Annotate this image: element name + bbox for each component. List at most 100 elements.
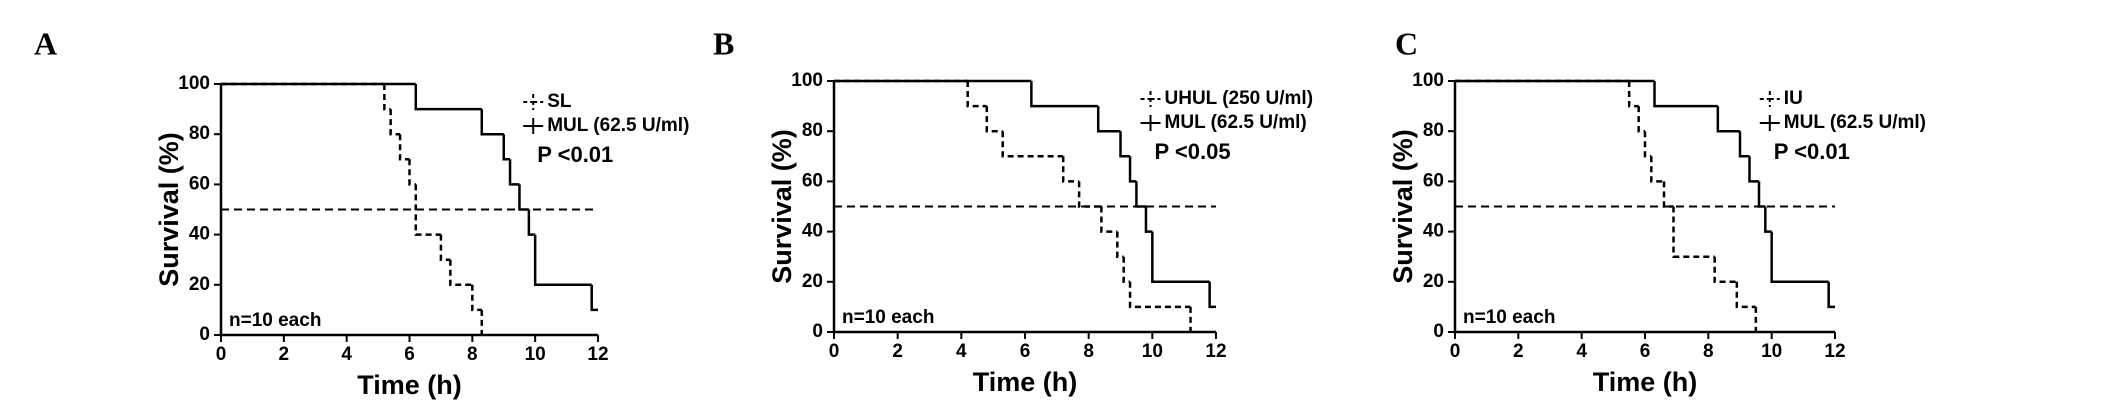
p-value: P <0.01 — [1774, 139, 1850, 164]
survival-step — [966, 81, 987, 108]
survival-step — [383, 84, 391, 111]
survival-step — [590, 284, 598, 312]
x-tick-label: 10 — [525, 344, 546, 365]
survival-step — [1001, 131, 1064, 158]
x-tick-label: 10 — [1761, 341, 1782, 362]
sample-note: n=10 each — [842, 307, 934, 328]
survival-step — [1128, 281, 1191, 309]
survival-step — [480, 109, 504, 136]
legend-label: MUL (62.5 U/ml) — [1784, 112, 1926, 133]
x-tick-label: 0 — [829, 341, 840, 362]
y-tick-label: 60 — [802, 170, 823, 191]
y-tick-label: 80 — [1423, 120, 1444, 141]
survival-step — [1653, 81, 1718, 108]
survival-step — [1077, 181, 1102, 208]
survival-step — [1128, 156, 1137, 183]
y-tick-label: 60 — [1423, 170, 1444, 191]
survival-step — [398, 134, 410, 161]
x-axis-label: Time (h) — [357, 370, 462, 400]
y-axis-label: Survival (%) — [767, 129, 797, 284]
x-tick-label: 4 — [341, 344, 352, 365]
survival-step — [1061, 156, 1080, 183]
survival-step — [527, 209, 536, 236]
legend-swatch — [1759, 115, 1780, 131]
survival-step — [1135, 181, 1146, 208]
survival-step — [533, 234, 592, 287]
legend-label: MUL (62.5 U/ml) — [547, 115, 689, 136]
survival-step — [1716, 106, 1740, 133]
p-value: P <0.05 — [1155, 139, 1231, 164]
survival-step — [1735, 281, 1756, 309]
survival-step — [1770, 231, 1829, 284]
survival-step — [1151, 231, 1210, 284]
y-tick-label: 80 — [802, 120, 823, 141]
survival-step — [1122, 256, 1131, 284]
survival-step — [1662, 181, 1674, 208]
x-tick-label: 2 — [892, 341, 903, 362]
panel-label: B — [713, 25, 734, 61]
survival-step — [1764, 206, 1772, 233]
y-tick-label: 20 — [1423, 271, 1444, 292]
survival-step — [985, 106, 1003, 133]
y-axis-label: Survival (%) — [1388, 129, 1418, 284]
survival-step — [1030, 81, 1099, 108]
legend-label: MUL (62.5 U/ml) — [1165, 112, 1307, 133]
x-tick-label: 6 — [1020, 341, 1031, 362]
survival-step — [1100, 206, 1118, 233]
survival-step — [408, 159, 416, 186]
legend-label: SL — [547, 91, 572, 112]
survival-step — [1643, 131, 1652, 158]
survival-step — [1637, 106, 1645, 133]
y-tick-label: 20 — [189, 274, 210, 295]
x-tick-label: 4 — [956, 341, 967, 362]
panel-label: C — [1395, 25, 1418, 61]
survival-step — [471, 284, 482, 312]
survival-step — [389, 109, 401, 136]
x-tick-label: 10 — [1142, 341, 1163, 362]
x-tick-label: 2 — [1513, 341, 1524, 362]
x-tick-label: 12 — [1824, 341, 1845, 362]
y-tick-label: 40 — [802, 221, 823, 242]
y-tick-label: 80 — [189, 123, 210, 144]
x-tick-label: 2 — [279, 344, 290, 365]
x-tick-label: 6 — [1640, 341, 1651, 362]
y-tick-label: 0 — [1433, 321, 1444, 342]
x-tick-label: 8 — [467, 344, 478, 365]
x-tick-label: 12 — [1205, 341, 1226, 362]
y-tick-label: 100 — [178, 73, 210, 94]
survival-step — [439, 234, 451, 261]
y-tick-label: 40 — [189, 224, 210, 245]
x-axis-label: Time (h) — [1593, 367, 1698, 397]
y-tick-label: 20 — [802, 271, 823, 292]
x-tick-label: 0 — [1450, 341, 1461, 362]
survival-step — [1144, 206, 1153, 233]
legend-swatch — [523, 118, 544, 134]
legend-label: IU — [1784, 88, 1803, 109]
x-tick-label: 8 — [1083, 341, 1094, 362]
legend-label: UHUL (250 U/ml) — [1165, 88, 1314, 109]
survival-step — [1627, 81, 1639, 108]
p-value: P <0.01 — [537, 142, 613, 167]
x-tick-label: 6 — [404, 344, 415, 365]
x-tick-label: 0 — [216, 344, 227, 365]
x-tick-label: 12 — [587, 344, 608, 365]
survival-step — [1672, 206, 1715, 258]
x-tick-label: 8 — [1703, 341, 1714, 362]
panel-label: A — [34, 25, 57, 61]
survival-step — [449, 259, 473, 287]
x-axis-label: Time (h) — [973, 367, 1078, 397]
survival-step — [1757, 181, 1766, 208]
y-tick-label: 100 — [791, 70, 823, 91]
survival-step — [414, 184, 441, 236]
survival-step — [1116, 231, 1124, 258]
y-axis-label: Survival (%) — [154, 132, 184, 287]
y-tick-label: 40 — [1423, 221, 1444, 242]
survival-step — [1748, 156, 1759, 183]
legend-swatch — [1140, 115, 1161, 131]
sample-note: n=10 each — [229, 310, 321, 331]
y-tick-label: 0 — [199, 324, 210, 345]
survival-step — [1650, 156, 1664, 183]
legend-swatch — [1759, 91, 1780, 107]
survival-step — [508, 159, 520, 186]
survival-step — [518, 184, 529, 211]
